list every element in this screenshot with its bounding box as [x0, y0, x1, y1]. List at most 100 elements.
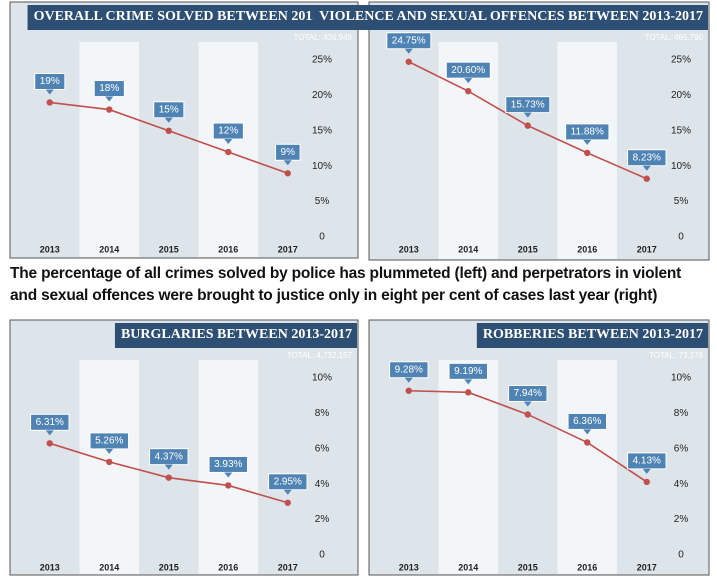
band	[557, 360, 617, 574]
value-label: 5.26%	[89, 432, 130, 454]
chart-subtitle: TOTAL: 465,790	[645, 33, 704, 42]
band	[79, 42, 139, 257]
x-tick-label: 2017	[637, 244, 657, 254]
x-tick-label: 2017	[278, 244, 298, 254]
value-label-pointer	[523, 401, 532, 407]
value-label: 20.60%	[445, 61, 491, 84]
value-label-text: 5.26%	[95, 436, 123, 447]
value-label-pointer	[642, 468, 651, 474]
point	[284, 170, 291, 177]
x-tick-label: 2013	[40, 562, 60, 572]
point	[584, 439, 591, 446]
x-tick-label: 2015	[159, 244, 179, 254]
value-label: 4.13%	[627, 452, 667, 474]
value-label: 8.23%	[627, 149, 667, 171]
value-label-pointer	[404, 48, 413, 54]
point	[106, 106, 113, 113]
point	[643, 175, 650, 182]
value-label-text: 20.60%	[451, 65, 485, 76]
value-label-text: 24.75%	[392, 35, 426, 46]
value-label-pointer	[583, 429, 592, 435]
x-tick-label: 2014	[458, 562, 478, 572]
y-tick-label: 15%	[312, 125, 332, 136]
point	[284, 499, 291, 506]
point	[465, 87, 472, 95]
x-tick-label: 2014	[99, 562, 119, 572]
title-box	[476, 323, 708, 348]
caption: The percentage of all crimes solved by p…	[10, 265, 682, 304]
x-tick-label: 2017	[637, 562, 657, 572]
y-tick-label: 0	[319, 550, 325, 561]
x-tick-label: 2014	[458, 244, 478, 254]
value-label-text: 9%	[281, 147, 296, 158]
y-tick-label: 5%	[315, 196, 330, 207]
y-tick-label: 10%	[671, 373, 691, 384]
value-label-pointer	[283, 160, 292, 166]
value-label: 15%	[153, 101, 185, 123]
value-label-text: 8.23%	[633, 152, 661, 163]
chart-subtitle: TOTAL: 4,732,157	[287, 351, 353, 360]
value-label: 19%	[34, 72, 66, 95]
chart-title: ROBBERIES BETWEEN 2013-2017	[483, 327, 703, 342]
x-tick-label: 2017	[278, 562, 298, 572]
y-tick-label: 6%	[674, 443, 689, 454]
y-tick-label: 10%	[312, 373, 332, 384]
value-label-pointer	[45, 89, 54, 95]
title-box	[27, 5, 357, 30]
chart-subtitle: TOTAL: 73,378	[649, 351, 704, 360]
x-tick-label: 2016	[577, 562, 597, 572]
y-tick-label: 8%	[315, 408, 330, 419]
y-tick-label: 15%	[671, 125, 691, 136]
value-label-pointer	[464, 78, 473, 84]
value-label: 3.93%	[208, 455, 249, 478]
title-box	[114, 323, 357, 348]
value-label: 9.28%	[389, 361, 429, 383]
y-tick-label: 10%	[671, 161, 691, 172]
chart-title: BURGLARIES BETWEEN 2013-2017	[121, 327, 352, 342]
value-label-text: 7.94%	[514, 388, 542, 399]
point	[225, 148, 232, 156]
point	[524, 411, 531, 418]
y-tick-label: 2%	[315, 514, 330, 525]
value-label-text: 3.93%	[214, 459, 242, 470]
value-label-pointer	[45, 430, 54, 436]
point	[465, 389, 472, 396]
value-label: 24.75%	[386, 32, 432, 54]
y-tick-label: 8%	[674, 408, 689, 419]
value-label-text: 18%	[99, 83, 119, 94]
point	[405, 58, 412, 65]
title-box	[313, 5, 708, 30]
y-tick-label: 25%	[671, 55, 691, 66]
value-label: 15.73%	[505, 96, 551, 118]
value-label-pointer	[164, 117, 173, 123]
y-tick-label: 25%	[312, 55, 332, 66]
x-tick-label: 2015	[159, 562, 179, 572]
value-label-pointer	[464, 379, 473, 385]
y-tick-label: 20%	[312, 90, 332, 101]
y-tick-label: 0	[319, 232, 325, 243]
panel	[9, 319, 359, 576]
y-tick-label: 2%	[674, 514, 689, 525]
y-tick-label: 20%	[671, 90, 691, 101]
y-tick-label: 10%	[312, 161, 332, 172]
y-tick-label: 6%	[315, 443, 330, 454]
value-label: 6.31%	[30, 413, 70, 436]
value-label-pointer	[224, 139, 233, 145]
value-label: 18%	[93, 80, 125, 102]
value-label-text: 9.19%	[454, 366, 482, 377]
value-label-text: 4.13%	[633, 456, 661, 467]
value-label-pointer	[105, 96, 114, 102]
chart-title: VIOLENCE AND SEXUAL OFFENCES BETWEEN 201…	[319, 9, 703, 24]
point	[46, 99, 53, 106]
panel	[9, 1, 359, 259]
y-tick-label: 5%	[674, 196, 689, 207]
point	[643, 478, 650, 486]
point	[405, 387, 412, 394]
value-label: 9%	[275, 143, 301, 166]
value-label-text: 6.36%	[573, 416, 601, 427]
value-label-text: 12%	[218, 126, 238, 137]
value-label-pointer	[583, 139, 592, 145]
point	[524, 122, 531, 129]
value-label: 12%	[212, 122, 244, 145]
